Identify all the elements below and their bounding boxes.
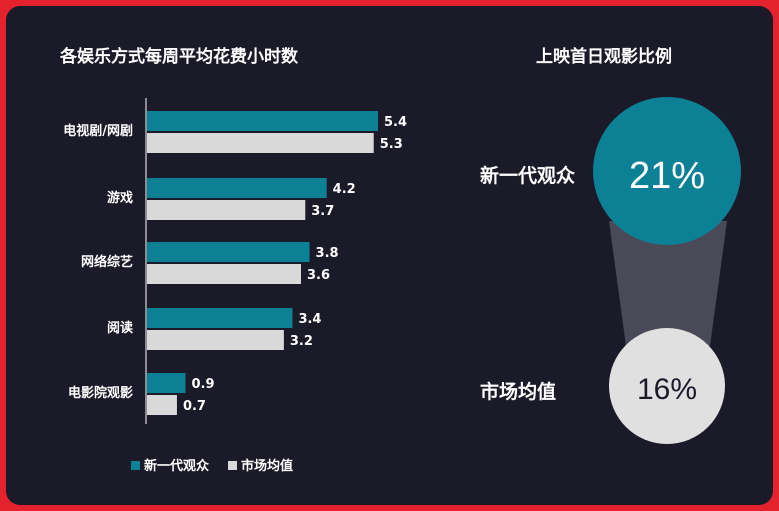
category-label: 电视剧/网剧 (63, 123, 133, 139)
legend-swatch (131, 461, 140, 470)
category-label: 网络综艺 (81, 254, 133, 270)
bar-value-label: 4.2 (333, 182, 356, 197)
ratio-value-avg: 16% (637, 373, 697, 406)
bar-market-average (147, 395, 177, 415)
bar-new-audience (147, 308, 293, 328)
bar-new-audience (147, 373, 186, 393)
ratio-value-new: 21% (629, 155, 705, 197)
funnel-connector (609, 221, 727, 346)
bar-value-label: 5.3 (380, 137, 403, 152)
category-label: 阅读 (107, 320, 133, 336)
bar-value-label: 3.7 (311, 204, 334, 219)
legend-swatch (228, 461, 237, 470)
bar-market-average (147, 330, 284, 350)
legend-label: 新一代观众 (144, 458, 209, 474)
bar-value-label: 3.6 (307, 268, 330, 283)
category-label: 游戏 (107, 190, 133, 206)
bar-chart: 电视剧/网剧 5.4 5.3 游戏 4.2 3.7 网络综艺 3.8 3.6 阅读 3.4 3.2 电影… (63, 97, 741, 474)
bar-new-audience (147, 111, 378, 131)
ratio-label-new: 新一代观众 (480, 165, 576, 187)
bar-market-average (147, 133, 374, 153)
chart-panel: 各娱乐方式每周平均花费小时数 上映首日观影比例 电视剧/网剧 5.4 5.3 游戏 4.… (6, 6, 773, 505)
ratio-circle-avg (609, 328, 725, 444)
category-label: 电影院观影 (68, 385, 133, 401)
bar-chart-title: 各娱乐方式每周平均花费小时数 (60, 47, 298, 67)
bar-new-audience (147, 178, 327, 198)
ratio-label-avg: 市场均值 (480, 381, 557, 403)
bar-new-audience (147, 242, 310, 262)
legend-label: 市场均值 (241, 458, 293, 474)
bar-value-label: 3.2 (290, 334, 313, 349)
bar-market-average (147, 264, 301, 284)
ratio-circle-new (593, 97, 741, 245)
bar-value-label: 0.9 (192, 377, 215, 392)
bar-value-label: 0.7 (183, 399, 206, 414)
bar-value-label: 3.8 (316, 246, 339, 261)
bar-market-average (147, 200, 306, 220)
ratio-chart-title: 上映首日观影比例 (536, 47, 672, 67)
bar-value-label: 3.4 (298, 312, 321, 327)
bar-value-label: 5.4 (384, 115, 407, 130)
